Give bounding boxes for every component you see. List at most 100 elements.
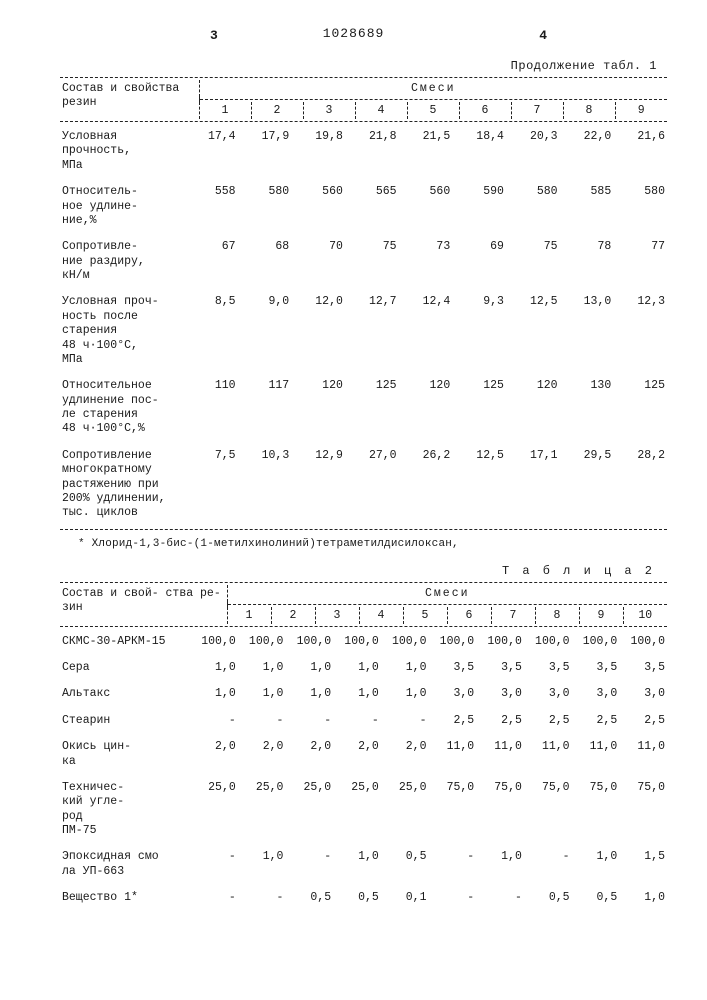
cell: 75,0 — [572, 775, 620, 845]
row-label: Вещество 1* — [60, 885, 190, 911]
cell: 2,0 — [333, 734, 381, 775]
column-number: 1 — [199, 102, 251, 119]
cell: 120 — [399, 373, 453, 443]
cell: 3,5 — [429, 655, 477, 681]
cell: 1,0 — [333, 681, 381, 707]
cell: - — [190, 844, 238, 885]
cell: 67 — [184, 234, 238, 289]
table-row: Эпоксидная смо ла УП-663-1,0-1,00,5-1,0-… — [60, 844, 667, 885]
cell: 18,4 — [452, 124, 506, 179]
table2-title: Т а б л и ц а 2 — [60, 564, 667, 578]
cell: 0,1 — [381, 885, 429, 911]
column-number: 1 — [227, 607, 271, 624]
cell: 75,0 — [429, 775, 477, 845]
cell: 11,0 — [619, 734, 667, 775]
table-row: Относительное удлинение пос- ле старения… — [60, 373, 667, 443]
cell: 100,0 — [381, 629, 429, 655]
cell: 1,0 — [381, 655, 429, 681]
cell: 3,0 — [524, 681, 572, 707]
cell: 2,0 — [381, 734, 429, 775]
cell: 75,0 — [619, 775, 667, 845]
cell: 100,0 — [476, 629, 524, 655]
cell: 20,3 — [506, 124, 560, 179]
cell: 590 — [452, 179, 506, 234]
column-number: 6 — [447, 607, 491, 624]
table-row: Условная прочность, МПа17,417,919,821,82… — [60, 124, 667, 179]
cell: 70 — [291, 234, 345, 289]
table1: Состав и свойства резин Смеси 123456789 … — [60, 77, 667, 530]
cell: 11,0 — [572, 734, 620, 775]
cell: 117 — [238, 373, 292, 443]
divider — [60, 77, 667, 78]
cell: 3,0 — [476, 681, 524, 707]
row-label: Условная проч- ность после старения 48 ч… — [60, 289, 184, 373]
row-label: Сера — [60, 655, 190, 681]
cell: 100,0 — [285, 629, 333, 655]
cell: 22,0 — [560, 124, 614, 179]
cell: 1,0 — [619, 885, 667, 911]
cell: 130 — [560, 373, 614, 443]
cell: 21,8 — [345, 124, 399, 179]
cell: 100,0 — [333, 629, 381, 655]
table2-header-row1: Состав и свой- ства ре- зин Смеси — [60, 585, 667, 602]
cell: 580 — [506, 179, 560, 234]
document-number: 1028689 — [323, 26, 385, 41]
table-row: Сера1,01,01,01,01,03,53,53,53,53,5 — [60, 655, 667, 681]
cell: 12,7 — [345, 289, 399, 373]
cell: - — [285, 844, 333, 885]
cell: 120 — [291, 373, 345, 443]
column-number: 4 — [359, 607, 403, 624]
cell: - — [238, 708, 286, 734]
cell: 1,0 — [238, 655, 286, 681]
cell: 580 — [613, 179, 667, 234]
cell: 75,0 — [476, 775, 524, 845]
cell: 12,4 — [399, 289, 453, 373]
cell: 75 — [345, 234, 399, 289]
cell: 2,5 — [572, 708, 620, 734]
cell: 8,5 — [184, 289, 238, 373]
cell: 560 — [399, 179, 453, 234]
row-label: Эпоксидная смо ла УП-663 — [60, 844, 190, 885]
divider — [60, 582, 667, 583]
cell: 125 — [613, 373, 667, 443]
cell: 10,3 — [238, 443, 292, 527]
table1-continuation-label: Продолжение табл. 1 — [60, 59, 667, 73]
cell: 1,0 — [381, 681, 429, 707]
cell: 12,0 — [291, 289, 345, 373]
cell: 2,0 — [190, 734, 238, 775]
cell: 69 — [452, 234, 506, 289]
cell: 12,5 — [506, 289, 560, 373]
column-number: 3 — [303, 102, 355, 119]
table-row: Вещество 1*--0,50,50,1--0,50,51,0 — [60, 885, 667, 911]
cell: - — [429, 885, 477, 911]
cell: 125 — [345, 373, 399, 443]
cell: - — [285, 708, 333, 734]
page: 3 4 1028689 Продолжение табл. 1 Состав и… — [0, 0, 707, 952]
cell: 100,0 — [238, 629, 286, 655]
cell: 2,0 — [238, 734, 286, 775]
column-number: 6 — [459, 102, 511, 119]
column-number: 8 — [535, 607, 579, 624]
column-number: 2 — [271, 607, 315, 624]
table-row: Сопротивле- ние раздиру, кН/м67687075736… — [60, 234, 667, 289]
cell: 3,0 — [429, 681, 477, 707]
cell: 0,5 — [524, 885, 572, 911]
cell: - — [190, 885, 238, 911]
table-row: Техничес- кий угле- род ПМ-7525,025,025,… — [60, 775, 667, 845]
table1-mix-header: Смеси — [199, 80, 667, 97]
row-label: Сопротивле- ние раздиру, кН/м — [60, 234, 184, 289]
column-number: 9 — [615, 102, 667, 119]
cell: 7,5 — [184, 443, 238, 527]
row-label: Относитель- ное удлине- ние,% — [60, 179, 184, 234]
cell: 17,9 — [238, 124, 292, 179]
cell: 1,0 — [333, 655, 381, 681]
cell: - — [333, 708, 381, 734]
cell: 75 — [506, 234, 560, 289]
cell: 77 — [613, 234, 667, 289]
cell: 1,0 — [333, 844, 381, 885]
row-label: Техничес- кий угле- род ПМ-75 — [60, 775, 190, 845]
row-label: Условная прочность, МПа — [60, 124, 184, 179]
cell: 9,3 — [452, 289, 506, 373]
cell: 2,0 — [285, 734, 333, 775]
cell: 25,0 — [238, 775, 286, 845]
